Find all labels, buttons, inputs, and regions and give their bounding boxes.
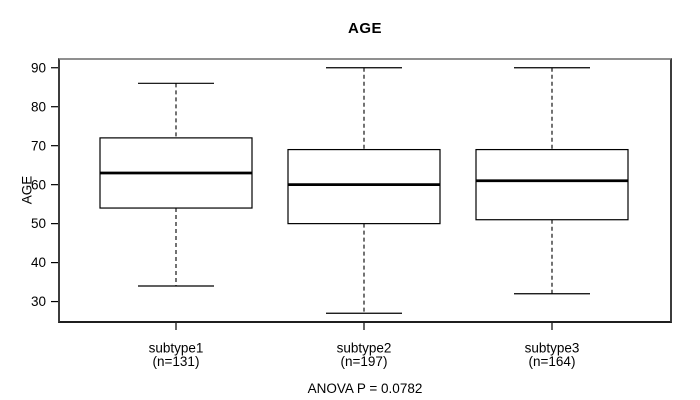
y-tick-label: 80 — [31, 99, 46, 114]
chart-title: AGE — [347, 20, 382, 37]
y-tick-label: 70 — [31, 138, 46, 153]
y-tick-label: 90 — [31, 60, 46, 75]
iqr-box — [475, 148, 629, 221]
iqr-box — [287, 148, 441, 225]
group-label: subtype3 — [525, 341, 580, 356]
group-label: subtype2 — [337, 341, 392, 356]
y-tick-label: 40 — [31, 255, 46, 270]
group-label: subtype1 — [149, 341, 204, 356]
group-sublabel: (n=131) — [153, 354, 200, 369]
group-sublabel: (n=164) — [529, 354, 576, 369]
anova-annotation: ANOVA P = 0.0782 — [307, 381, 423, 396]
y-tick-label: 60 — [31, 177, 46, 192]
group-sublabel: (n=197) — [341, 354, 388, 369]
y-tick-label: 30 — [31, 294, 46, 309]
y-tick-label: 50 — [31, 216, 46, 231]
